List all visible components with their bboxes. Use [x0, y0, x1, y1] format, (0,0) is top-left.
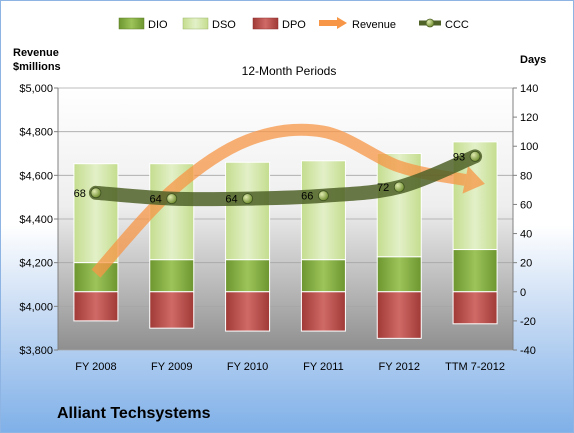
ccc-data-label-0: 68 [74, 188, 86, 200]
ccc-data-label-2: 64 [225, 194, 237, 206]
bar-dpo-2 [225, 291, 271, 332]
left-axis-title-line1: Revenue [13, 47, 59, 59]
revenue-line [91, 123, 467, 278]
bar-dio-2 [225, 259, 271, 293]
right-axis: -40 -20 0 20 40 60 80 100 120 140 [512, 83, 538, 357]
left-tick-label-2: $4,200 [19, 258, 53, 270]
right-axis-title: Days [520, 54, 546, 66]
legend-swatch-dpo [252, 17, 279, 30]
bar-dpo-4 [376, 291, 422, 339]
legend-swatch-dio [118, 17, 145, 30]
legend-swatch-dso [182, 17, 209, 30]
category-label-1: FY 2009 [151, 361, 192, 373]
legend-label-ccc: CCC [445, 19, 469, 31]
legend-label-revenue: Revenue [352, 19, 396, 31]
ccc-marker-2 [242, 193, 253, 205]
left-axis: $3,800 $4,000 $4,200 $4,400 $4,600 $4,800 $5,0… [19, 83, 59, 357]
bar-dpo-0 [73, 291, 119, 322]
right-tick-label-3: 20 [520, 258, 532, 270]
legend-label-dpo: DPO [282, 19, 306, 31]
bar-dso-2 [225, 161, 271, 261]
right-tick-label-1: -20 [520, 316, 536, 328]
bar-dio-1 [149, 259, 195, 293]
left-axis-title-line2: $millions [13, 61, 61, 73]
revenue-arrowhead [462, 166, 485, 194]
category-label-5: TTM 7-2012 [445, 361, 505, 373]
legend-label-dio: DIO [148, 19, 168, 31]
bar-dio-5 [452, 249, 498, 293]
chart-title: 12-Month Periods [242, 64, 337, 78]
right-tick-label-8: 120 [520, 112, 538, 124]
ccc-marker-5 [469, 151, 481, 162]
category-axis: FY 2008 FY 2009 FY 2010 FY 2011 FY 2012 TTM 7… [75, 361, 505, 373]
right-tick-label-9: 140 [520, 83, 538, 95]
ccc-marker-1 [166, 193, 178, 205]
ccc-marker-0 [90, 187, 102, 199]
right-tick-label-2: 0 [520, 287, 526, 299]
right-tick-label-6: 80 [520, 170, 532, 182]
ccc-marker-3 [318, 190, 329, 202]
ccc-data-label-5: 93 [453, 151, 465, 163]
right-tick-label-4: 40 [520, 229, 532, 241]
category-label-0: FY 2008 [75, 361, 116, 373]
ccc-line [88, 149, 483, 207]
bar-dpo-5 [452, 291, 498, 325]
left-tick-label-5: $4,800 [19, 127, 53, 139]
ccc-data-label-1: 64 [150, 194, 162, 206]
legend-arrow-revenue [337, 17, 347, 29]
left-tick-label-4: $4,600 [19, 170, 53, 182]
ccc-series: 68 64 64 66 72 93 [74, 149, 483, 207]
left-tick-label-3: $4,400 [19, 214, 53, 226]
bars [73, 141, 498, 339]
ccc-marker-4 [393, 181, 405, 193]
legend-label-dso: DSO [212, 19, 236, 31]
bar-dso-3 [300, 160, 346, 261]
bar-dso-0 [73, 163, 119, 264]
revenue-series [91, 123, 485, 278]
bar-dpo-3 [300, 291, 346, 332]
right-tick-label-0: -40 [520, 345, 536, 357]
category-label-2: FY 2010 [227, 361, 268, 373]
company-name: Alliant Techsystems [57, 405, 211, 422]
left-tick-label-0: $3,800 [19, 345, 53, 357]
bar-dio-4 [376, 256, 422, 293]
left-tick-label-6: $5,000 [19, 83, 53, 95]
ccc-data-label-4: 72 [377, 182, 389, 194]
right-tick-label-5: 60 [520, 199, 532, 211]
right-tick-label-7: 100 [520, 141, 538, 153]
category-label-4: FY 2012 [379, 361, 420, 373]
legend: DIO DSO DPO Revenue CCC [118, 17, 469, 31]
ccc-data-label-3: 66 [301, 191, 313, 203]
category-label-3: FY 2011 [303, 361, 344, 373]
legend-marker-ccc [425, 18, 435, 28]
left-tick-label-1: $4,000 [19, 301, 53, 313]
bar-dio-3 [300, 259, 346, 293]
bar-dpo-1 [149, 291, 195, 329]
